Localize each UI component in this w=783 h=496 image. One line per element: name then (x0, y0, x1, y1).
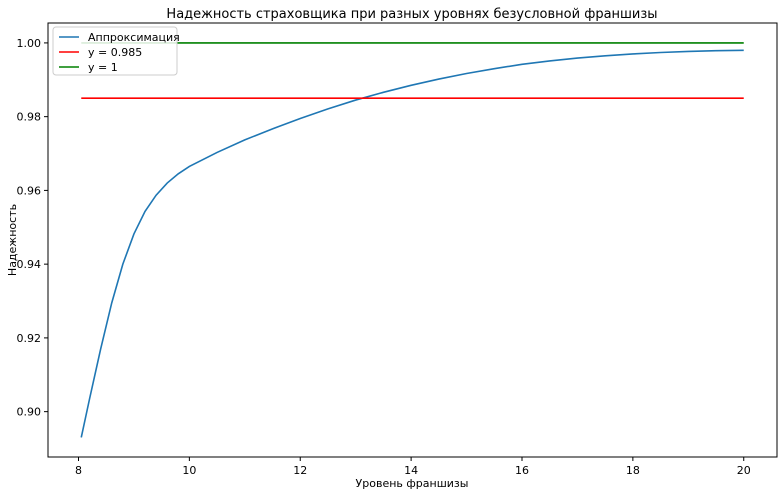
x-axis: 8 10 12 14 16 18 20 (75, 457, 751, 477)
x-tick-label: 14 (404, 464, 418, 477)
legend-label: Аппроксимация (88, 31, 180, 44)
legend-label: y = 1 (88, 61, 118, 74)
x-tick-label: 12 (293, 464, 307, 477)
y-tick-label: 0.96 (17, 184, 42, 197)
series-line-0 (80, 49, 744, 438)
x-tick-label: 20 (737, 464, 751, 477)
x-tick-label: 8 (75, 464, 82, 477)
y-tick-label: 0.98 (17, 111, 42, 124)
x-tick-label: 18 (626, 464, 640, 477)
plot-lines (80, 42, 744, 438)
x-axis-label: Уровень франшизы (356, 477, 469, 490)
y-tick-label: 1.00 (17, 37, 42, 50)
y-axis: 0.90 0.92 0.94 0.96 0.98 1.00 (17, 37, 48, 419)
y-tick-label: 0.94 (17, 258, 42, 271)
legend-box (52, 26, 178, 76)
chart-title: Надежность страховщика при разных уровня… (166, 7, 657, 22)
legend: Аппроксимация y = 0.985 y = 1 (52, 26, 180, 76)
y-tick-label: 0.90 (17, 406, 42, 419)
x-tick-label: 10 (182, 464, 196, 477)
y-tick-label: 0.92 (17, 332, 42, 345)
x-tick-label: 16 (515, 464, 529, 477)
legend-label: y = 0.985 (88, 46, 142, 59)
plot-frame (47, 22, 778, 458)
y-axis-label: Надежность (6, 204, 19, 276)
